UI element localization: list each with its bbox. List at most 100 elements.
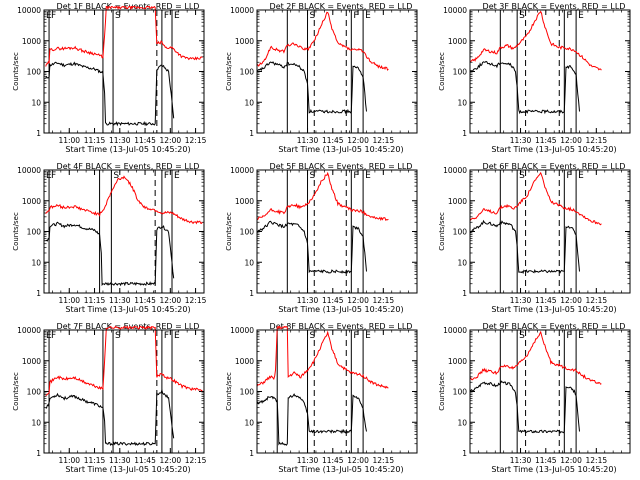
- x-tick-label: 12:15: [185, 296, 207, 305]
- interval-marker-label: E: [46, 171, 52, 181]
- panel-title: Det 5F BLACK = Events, RED = LLD: [270, 162, 413, 171]
- x-tick-label: 12:00: [560, 456, 582, 465]
- panel-title: Det 6F BLACK = Events, RED = LLD: [483, 162, 626, 171]
- detector-panel-5: Det 5F BLACK = Events, RED = LLD 1 10 100 10…: [213, 160, 426, 320]
- y-tick-label: 10: [244, 98, 254, 107]
- plot-area: [44, 6, 203, 133]
- plot-frame: [256, 169, 418, 294]
- panel-plot-svg: Det 8F BLACK = Events, RED = LLD 1 10 100 10…: [225, 322, 418, 474]
- y-tick-label: 10000: [443, 326, 467, 335]
- x-tick-label: 11:45: [322, 456, 344, 465]
- x-tick-label: 11:30: [297, 456, 319, 465]
- y-tick-label: 1000: [22, 37, 41, 46]
- interval-marker-label: S: [115, 331, 121, 341]
- panel-title: Det 9F BLACK = Events, RED = LLD: [483, 322, 626, 331]
- panel-title: Det 1F BLACK = Events, RED = LLD: [57, 2, 200, 11]
- interval-marker-label: S: [519, 11, 525, 21]
- plot-frame: [469, 9, 631, 134]
- y-axis-label: Counts/sec: [438, 212, 446, 251]
- y-axis-label: Counts/sec: [12, 372, 20, 411]
- lld-series-line: [257, 171, 389, 222]
- plot-area: [470, 330, 602, 453]
- y-tick-label: 1000: [235, 37, 254, 46]
- detector-panel-9: Det 9F BLACK = Events, RED = LLD 1 10 100 10…: [426, 320, 639, 480]
- interval-marker-label: E: [46, 331, 52, 341]
- detector-panel-8: Det 8F BLACK = Events, RED = LLD 1 10 100 10…: [213, 320, 426, 480]
- y-tick-label: 10000: [443, 166, 467, 175]
- y-tick-label: 10: [31, 258, 41, 267]
- y-tick-label: 10: [31, 98, 41, 107]
- interval-marker-label: F: [353, 331, 358, 341]
- y-tick-label: 10000: [17, 326, 41, 335]
- interval-marker-label: F: [353, 171, 358, 181]
- interval-marker-label: F: [353, 11, 358, 21]
- x-tick-label: 12:00: [160, 136, 182, 145]
- interval-marker-label: S: [310, 171, 316, 181]
- plot-frame: [256, 9, 418, 134]
- detector-panel-7: Det 7F BLACK = Events, RED = LLD 1 10 100 10…: [0, 320, 213, 480]
- plot-frame: [469, 169, 631, 294]
- plot-area: [257, 326, 389, 453]
- y-tick-label: 100: [240, 388, 255, 397]
- x-tick-label: 11:30: [510, 296, 532, 305]
- y-tick-label: 1: [36, 449, 41, 458]
- interval-marker-label: S: [310, 331, 316, 341]
- plot-frame: [256, 329, 418, 454]
- interval-marker-label: F: [51, 11, 56, 21]
- x-tick-label: 12:15: [586, 296, 608, 305]
- y-axis-label: Counts/sec: [438, 52, 446, 91]
- y-tick-label: 1: [36, 289, 41, 298]
- x-tick-label: 11:30: [510, 136, 532, 145]
- panel-plot-svg: Det 5F BLACK = Events, RED = LLD 1 10 100 10…: [225, 162, 418, 314]
- x-tick-label: 11:15: [84, 456, 106, 465]
- interval-marker-label: E: [578, 11, 584, 21]
- lld-series-line: [257, 11, 389, 71]
- y-tick-label: 10: [244, 258, 254, 267]
- lld-series-line: [470, 10, 602, 71]
- y-axis-label: Counts/sec: [225, 52, 233, 91]
- panel-plot-svg: Det 3F BLACK = Events, RED = LLD 1 10 100 10…: [438, 2, 631, 154]
- panel-plot-svg: Det 9F BLACK = Events, RED = LLD 1 10 100 10…: [438, 322, 631, 474]
- y-tick-label: 1000: [448, 197, 467, 206]
- events-series-line: [257, 393, 367, 446]
- panel-plot-svg: Det 1F BLACK = Events, RED = LLD 1 10 100 10…: [12, 2, 207, 154]
- x-axis-label: Start Time (13-Jul-05 10:45:20): [491, 465, 616, 474]
- y-axis-label: Counts/sec: [12, 52, 20, 91]
- plot-frame: [43, 169, 205, 294]
- lld-series-line: [45, 326, 203, 397]
- x-tick-label: 12:00: [560, 296, 582, 305]
- x-tick-label: 12:00: [160, 456, 182, 465]
- x-tick-label: 12:00: [347, 296, 369, 305]
- interval-marker-label: S: [519, 171, 525, 181]
- plot-frame: [43, 9, 205, 134]
- interval-marker-label: F: [566, 11, 571, 21]
- y-tick-label: 1000: [235, 197, 254, 206]
- y-tick-label: 1: [462, 129, 467, 138]
- y-tick-label: 100: [27, 228, 42, 237]
- x-tick-label: 11:45: [134, 136, 156, 145]
- y-tick-label: 100: [453, 388, 468, 397]
- y-tick-label: 100: [27, 388, 42, 397]
- plot-area: [44, 326, 203, 453]
- interval-marker-label: E: [578, 331, 584, 341]
- y-tick-label: 1: [36, 129, 41, 138]
- x-tick-label: 11:45: [535, 296, 557, 305]
- y-axis-label: Counts/sec: [438, 372, 446, 411]
- panel-title: Det 8F BLACK = Events, RED = LLD: [270, 322, 413, 331]
- x-tick-label: 11:45: [322, 136, 344, 145]
- plot-area: [44, 170, 203, 293]
- x-tick-label: 11:30: [109, 136, 131, 145]
- plot-area: [257, 10, 389, 133]
- y-tick-label: 100: [240, 68, 255, 77]
- detector-panel-1: Det 1F BLACK = Events, RED = LLD 1 10 100 10…: [0, 0, 213, 160]
- y-tick-label: 1000: [448, 357, 467, 366]
- x-tick-label: 11:30: [109, 296, 131, 305]
- panel-plot-svg: Det 6F BLACK = Events, RED = LLD 1 10 100 10…: [438, 162, 631, 314]
- lld-series-line: [257, 326, 389, 389]
- y-tick-label: 10000: [17, 6, 41, 15]
- lld-series-line: [470, 171, 602, 226]
- x-axis-label: Start Time (13-Jul-05 10:45:20): [278, 305, 403, 314]
- x-axis-label: Start Time (13-Jul-05 10:45:20): [65, 145, 190, 154]
- y-tick-label: 10000: [230, 6, 254, 15]
- interval-marker-label: F: [164, 11, 169, 21]
